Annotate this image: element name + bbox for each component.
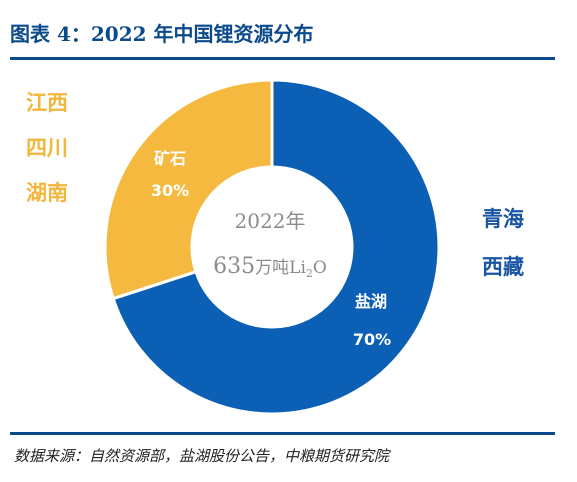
center-amount: 635万吨Li2O: [213, 254, 327, 280]
region-right-2: 西藏: [482, 254, 524, 279]
donut-slice-ore: [103, 78, 274, 301]
chart-title: 图表 4：2022 年中国锂资源分布: [10, 22, 314, 46]
donut-slice-salt-lake: [111, 78, 441, 416]
region-left-1: 江西: [26, 90, 68, 115]
region-left-3: 湖南: [26, 180, 68, 205]
region-left-2: 四川: [26, 135, 68, 160]
top-divider: [10, 57, 555, 60]
center-amount-unit: 万吨Li: [255, 258, 306, 278]
center-year: 2022年: [235, 209, 306, 233]
source-note: 数据来源：自然资源部，盐湖股份公告，中粮期货研究院: [14, 447, 390, 465]
center-amount-number: 635: [213, 254, 255, 279]
center-amount-subscript: 2: [306, 267, 313, 280]
slice-value-salt-lake: 70%: [353, 330, 391, 349]
center-amount-tail: O: [313, 258, 327, 278]
region-right-1: 青海: [482, 206, 524, 231]
slice-label-salt-lake: 盐湖: [355, 292, 387, 311]
bottom-divider: [10, 432, 555, 435]
slice-value-ore: 30%: [151, 181, 189, 200]
slice-label-ore: 矿石: [154, 149, 186, 168]
